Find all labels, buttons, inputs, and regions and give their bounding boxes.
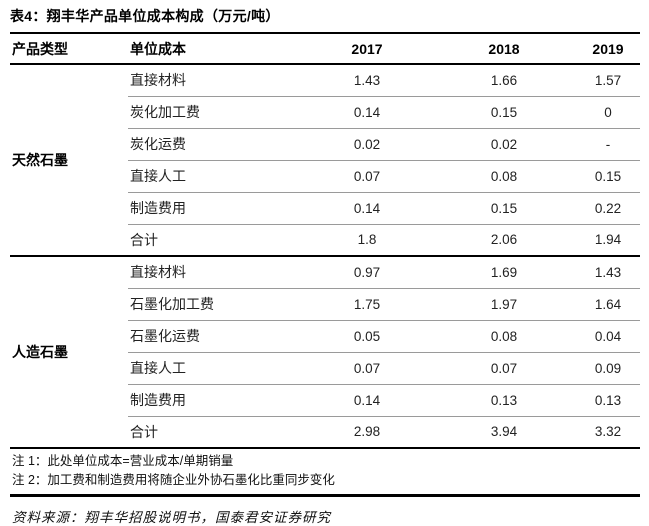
value-2017: 0.05 (302, 320, 432, 353)
cost-item-label: 直接材料 (128, 64, 302, 97)
table-row: 制造费用 0.14 0.15 0.22 (10, 192, 640, 225)
cost-item-label: 合计 (130, 423, 158, 440)
value-2019: 0.22 (576, 192, 640, 225)
table-row: 直接人工 0.07 0.07 0.09 (10, 352, 640, 385)
value-2019: 3.32 (594, 424, 622, 440)
value-2017: 2.98 (353, 424, 381, 440)
table-row-total: 合计 1.8 2.06 1.94 (10, 224, 640, 256)
value-2019: 1.43 (576, 256, 640, 289)
header-year-2018: 2018 (488, 40, 520, 57)
value-2019: 0.04 (576, 320, 640, 353)
value-2017: 0.14 (302, 192, 432, 225)
group-label-natural: 天然石墨 (12, 152, 68, 168)
table-title: 表4：翔丰华产品单位成本构成（万元/吨） (10, 8, 280, 24)
value-2017: 0.02 (302, 128, 432, 161)
header-row: 产品类型 单位成本 2017 2018 2019 (10, 33, 640, 64)
table-row: 石墨化运费 0.05 0.08 0.04 (10, 320, 640, 353)
value-2019: 1.94 (594, 232, 622, 248)
value-2017: 0.14 (302, 96, 432, 129)
table-footnotes: 注 1：此处单位成本=营业成本/单期销量 注 2：加工费和制造费用将随企业外协石… (10, 449, 640, 497)
value-2019: 0.13 (576, 384, 640, 417)
value-2019: 1.64 (576, 288, 640, 321)
footnote-1: 注 1：此处单位成本=营业成本/单期销量 (12, 454, 234, 468)
value-2019: 0.15 (576, 160, 640, 193)
cost-item-label: 炭化运费 (128, 128, 302, 161)
header-product-type: 产品类型 (12, 40, 68, 57)
table-header: 产品类型 单位成本 2017 2018 2019 (10, 33, 640, 64)
cost-item-label: 直接人工 (128, 160, 302, 193)
cost-item-label: 石墨化加工费 (128, 288, 302, 321)
value-2017: 1.75 (302, 288, 432, 321)
value-2018: 1.66 (432, 64, 576, 97)
value-2018: 0.15 (432, 192, 576, 225)
value-2019: 1.57 (576, 64, 640, 97)
value-2017: 1.8 (357, 232, 377, 248)
value-2018: 0.07 (432, 352, 576, 385)
group-natural-graphite: 天然石墨 直接材料 1.43 1.66 1.57 炭化加工费 0.14 0.15… (10, 64, 640, 256)
value-2018: 0.02 (432, 128, 576, 161)
value-2017: 0.07 (302, 352, 432, 385)
value-2018: 0.08 (432, 160, 576, 193)
value-2017: 0.07 (302, 160, 432, 193)
value-2018: 0.15 (432, 96, 576, 129)
cost-item-label: 合计 (130, 231, 158, 248)
value-2017: 0.97 (302, 256, 432, 289)
header-year-2019: 2019 (592, 40, 624, 57)
data-source: 资料来源：翔丰华招股说明书，国泰君安证券研究 (12, 510, 331, 526)
group-label-artificial: 人造石墨 (12, 344, 68, 360)
value-2018: 1.97 (432, 288, 576, 321)
table-row: 炭化加工费 0.14 0.15 0 (10, 96, 640, 129)
table-row: 石墨化加工费 1.75 1.97 1.64 (10, 288, 640, 321)
value-2019: 0 (576, 96, 640, 129)
table-row: 人造石墨 直接材料 0.97 1.69 1.43 (10, 256, 640, 360)
value-2017: 1.43 (302, 64, 432, 97)
cost-item-label: 直接材料 (128, 256, 302, 289)
table-row: 天然石墨 直接材料 1.43 1.66 1.57 (10, 64, 640, 168)
cost-item-label: 制造费用 (128, 192, 302, 225)
header-unit-cost: 单位成本 (130, 40, 186, 57)
table-row: 直接人工 0.07 0.08 0.15 (10, 160, 640, 193)
footnote-2: 注 2：加工费和制造费用将随企业外协石墨化比重同步变化 (12, 473, 335, 487)
value-2017: 0.14 (302, 384, 432, 417)
cost-item-label: 制造费用 (128, 384, 302, 417)
cost-item-label: 炭化加工费 (128, 96, 302, 129)
value-2018: 1.69 (432, 256, 576, 289)
table-row-total: 合计 2.98 3.94 3.32 (10, 416, 640, 448)
cost-item-label: 直接人工 (128, 352, 302, 385)
header-year-2017: 2017 (351, 40, 383, 57)
value-2018: 0.13 (432, 384, 576, 417)
value-2018: 2.06 (490, 232, 518, 248)
unit-cost-table: 产品类型 单位成本 2017 2018 2019 天然石墨 直接材料 1.43 … (10, 32, 640, 449)
group-artificial-graphite: 人造石墨 直接材料 0.97 1.69 1.43 石墨化加工费 1.75 1.9… (10, 256, 640, 448)
value-2019: - (576, 128, 640, 161)
value-2019: 0.09 (576, 352, 640, 385)
value-2018: 3.94 (490, 424, 518, 440)
table-row: 炭化运费 0.02 0.02 - (10, 128, 640, 161)
table-row: 制造费用 0.14 0.13 0.13 (10, 384, 640, 417)
value-2018: 0.08 (432, 320, 576, 353)
cost-item-label: 石墨化运费 (128, 320, 302, 353)
